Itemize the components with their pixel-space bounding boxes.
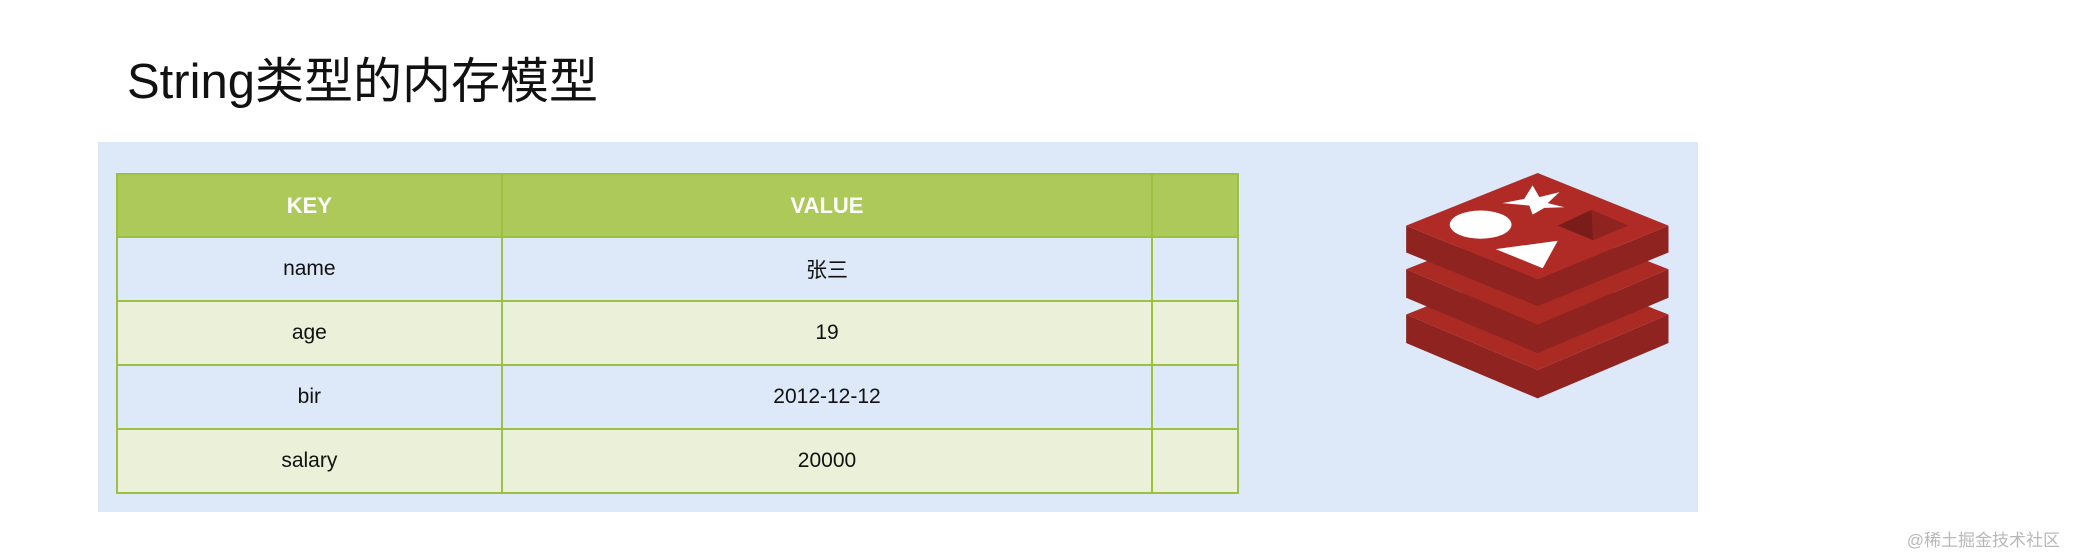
table-row: bir 2012-12-12 xyxy=(116,364,1239,430)
cell-empty xyxy=(1151,236,1239,302)
table-row: salary 20000 xyxy=(116,428,1239,494)
cell-value: 20000 xyxy=(500,428,1154,494)
cell-value: 19 xyxy=(500,300,1154,366)
logo-layer-top xyxy=(1406,172,1669,307)
cell-key: age xyxy=(116,300,503,366)
cell-value: 2012-12-12 xyxy=(500,364,1154,430)
cell-value: 张三 xyxy=(500,236,1154,302)
cell-empty xyxy=(1151,364,1239,430)
cell-empty xyxy=(1151,428,1239,494)
table-row: age 19 xyxy=(116,300,1239,366)
header-key: KEY xyxy=(116,173,503,238)
header-empty xyxy=(1151,173,1239,238)
cell-key: salary xyxy=(116,428,503,494)
cell-key: bir xyxy=(116,364,503,430)
redis-logo-icon xyxy=(1406,172,1669,399)
header-value: VALUE xyxy=(500,173,1154,238)
table-row: name 张三 xyxy=(116,236,1239,302)
table-header-row: KEY VALUE xyxy=(116,173,1239,238)
cell-empty xyxy=(1151,300,1239,366)
cell-key: name xyxy=(116,236,503,302)
watermark: @稀土掘金技术社区 xyxy=(1906,531,2060,550)
key-value-table: KEY VALUE name 张三 age 19 bir 2012-12-12 … xyxy=(116,173,1239,494)
page-title: String类型的内存模型 xyxy=(127,55,599,109)
